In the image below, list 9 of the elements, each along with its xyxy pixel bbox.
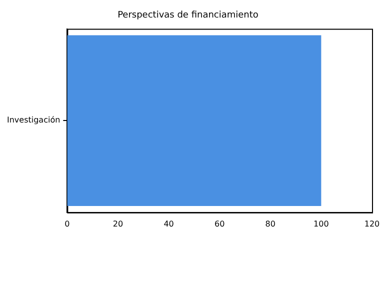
x-tick-label: 20 (112, 219, 124, 228)
x-tick-label: 120 (364, 219, 380, 228)
chart-title: Perspectivas de financiamiento (118, 10, 259, 21)
x-tick-label: 60 (214, 219, 225, 228)
x-tick-label: 80 (265, 219, 276, 228)
x-tick-label: 0 (64, 219, 70, 228)
x-tick-label: 100 (314, 219, 329, 228)
y-tick-label: Investigación (6, 116, 60, 125)
x-tick-label: 40 (164, 219, 174, 228)
